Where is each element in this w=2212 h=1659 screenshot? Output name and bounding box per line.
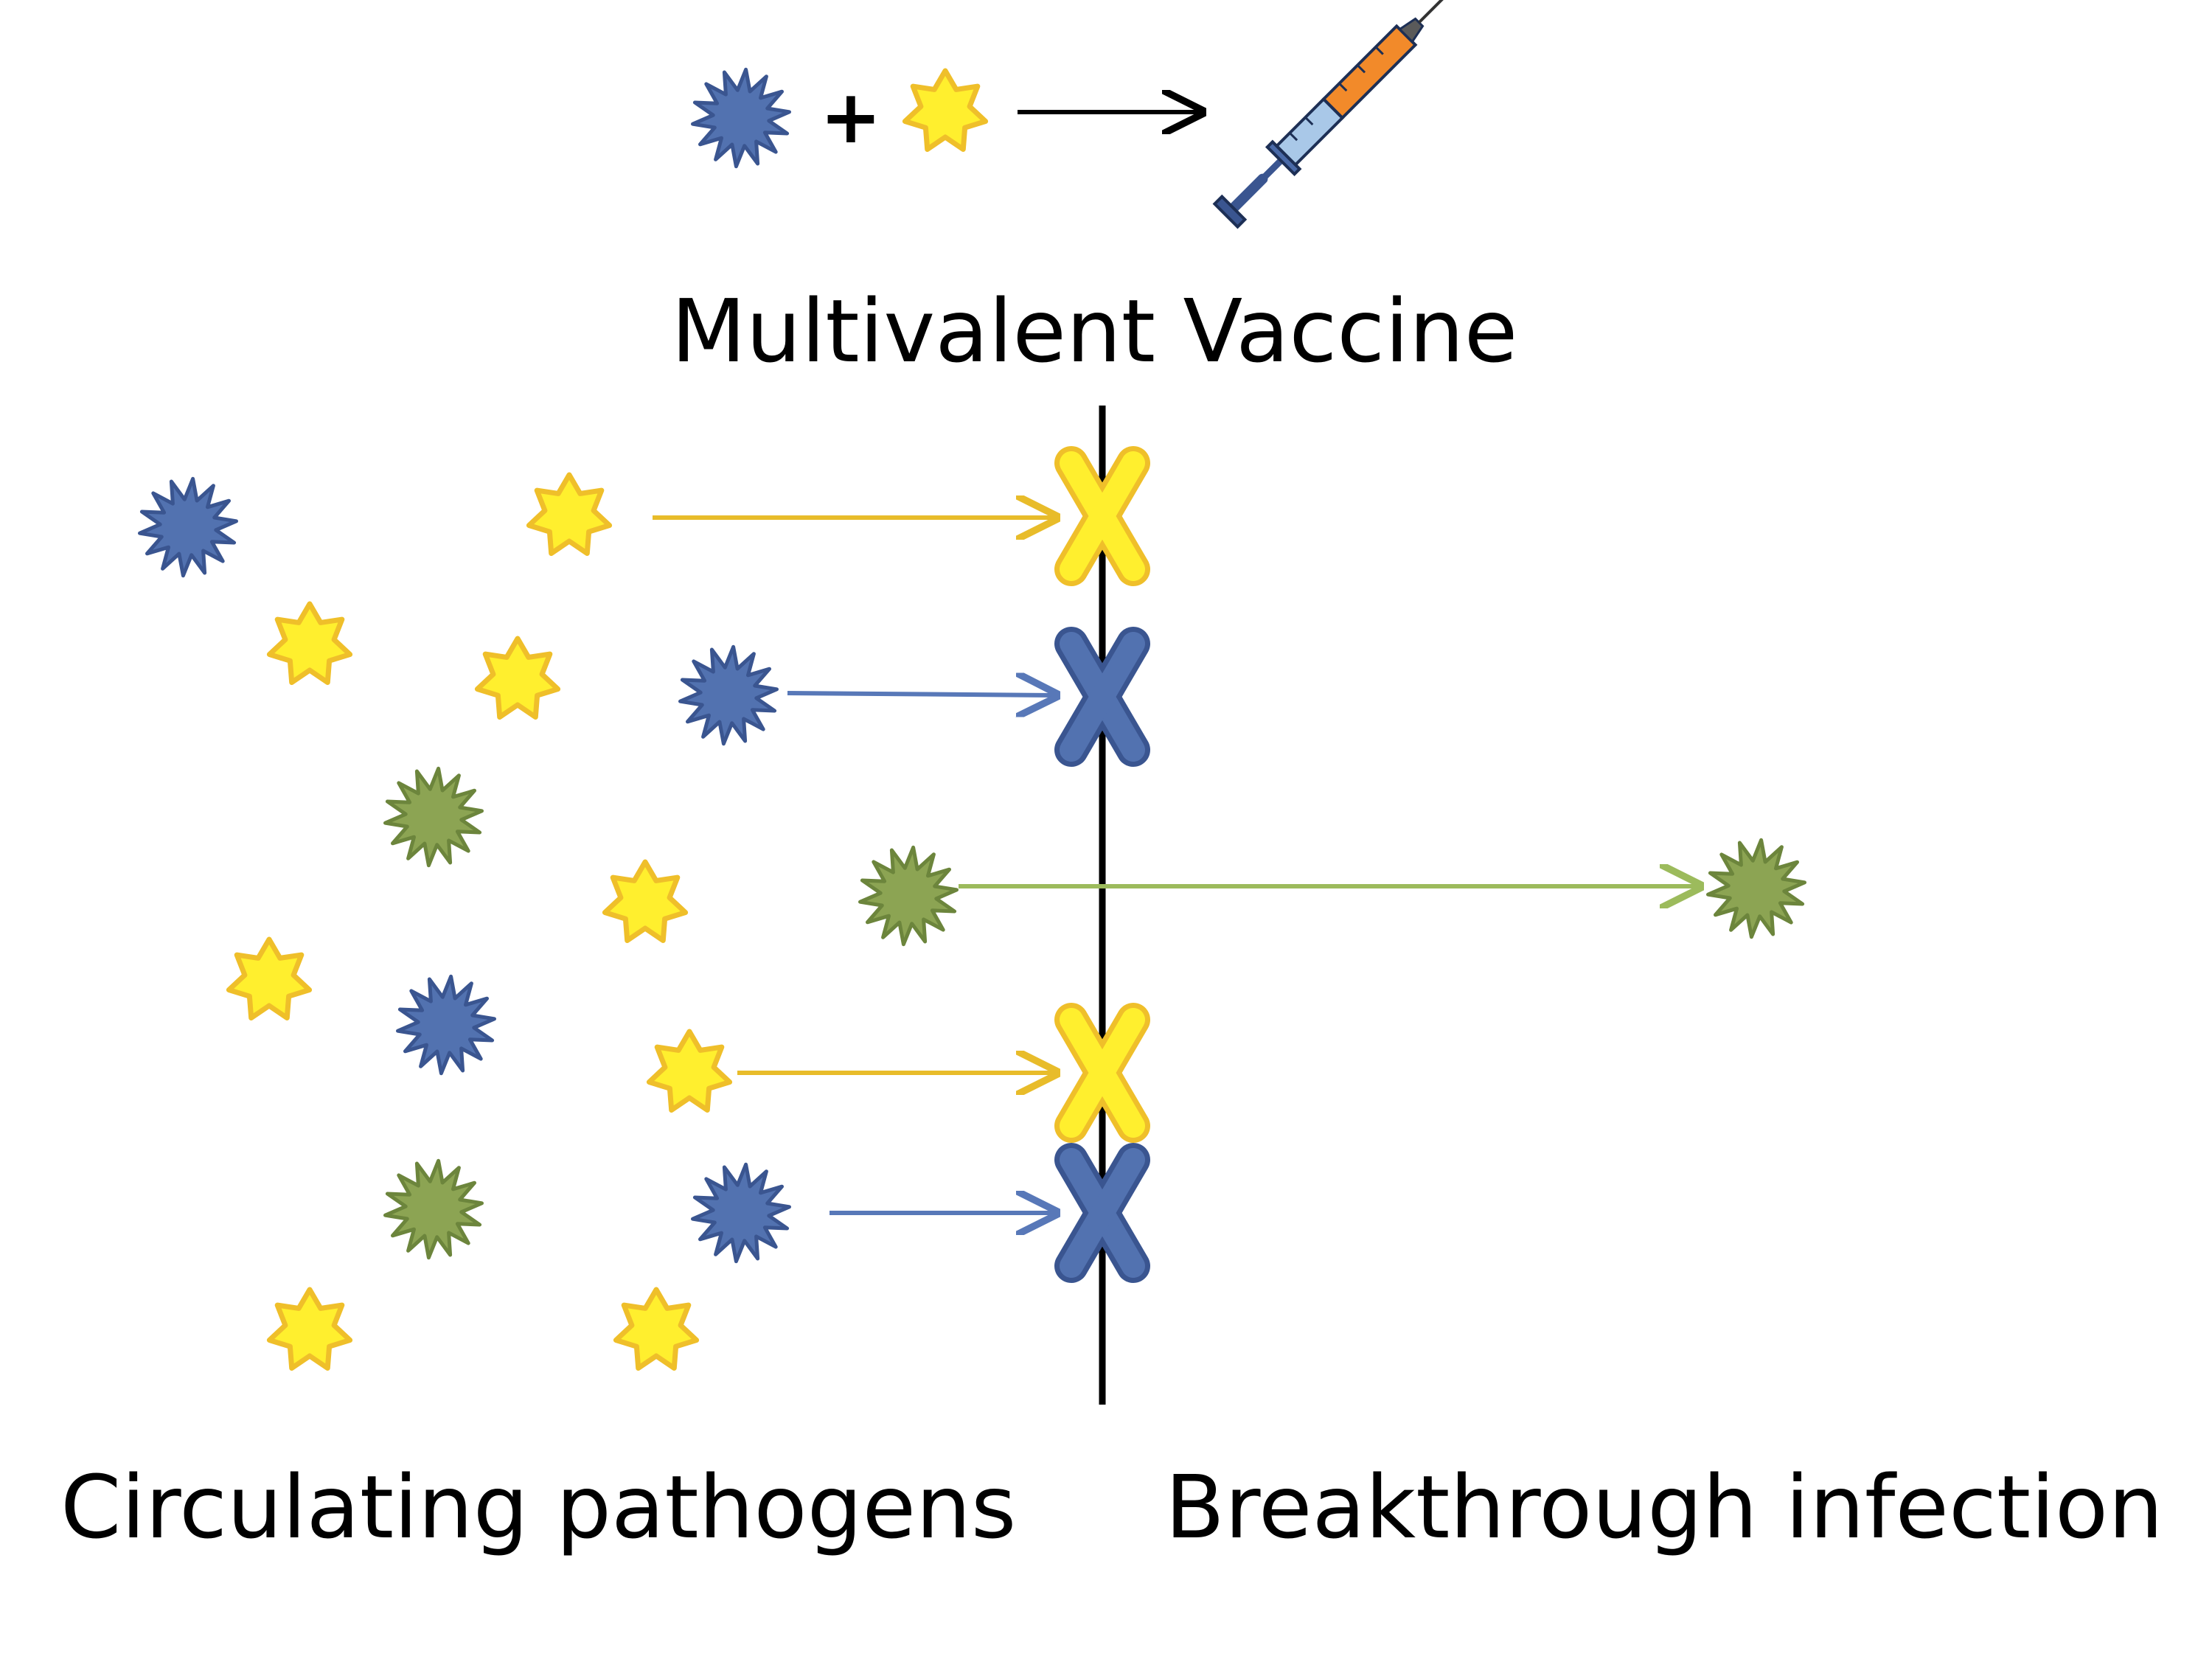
syringe-icon: [1212, 0, 1457, 229]
vaccine-yellow-component-icon: [902, 68, 989, 152]
circulating-yellow-pathogen-icon: [602, 859, 689, 943]
circulating-green-pathogen-icon: [858, 845, 959, 947]
breakthrough-infection-caption: Breakthrough infection: [1165, 1456, 2163, 1558]
blue-blocked-x-icon: [1054, 627, 1150, 767]
diagram-title: Multivalent Vaccine: [671, 280, 1518, 382]
circulating-yellow-pathogen-icon: [526, 472, 613, 556]
circulating-yellow-pathogen-icon: [266, 1287, 353, 1371]
circulating-blue-pathogen-icon: [678, 644, 779, 746]
circulating-blue-pathogen-icon: [396, 974, 496, 1076]
vaccine-blue-component-icon: [691, 67, 791, 169]
circulating-yellow-pathogen-icon: [613, 1287, 700, 1371]
circulating-yellow-pathogen-icon: [646, 1029, 733, 1113]
blue-blocked-arrow: [787, 693, 1056, 695]
circulating-pathogens-caption: Circulating pathogens: [60, 1456, 1017, 1558]
green-breakthrough-pathogen-icon: [1706, 838, 1806, 939]
yellow-blocked-x-icon: [1054, 1003, 1150, 1143]
circulating-green-pathogen-icon: [383, 1158, 484, 1260]
yellow-blocked-x-icon: [1054, 446, 1150, 586]
circulating-green-pathogen-icon: [383, 766, 484, 868]
circulating-yellow-pathogen-icon: [266, 601, 353, 685]
circulating-yellow-pathogen-icon: [226, 936, 313, 1020]
circulating-blue-pathogen-icon: [138, 476, 238, 578]
circulating-yellow-pathogen-icon: [474, 636, 561, 720]
blue-blocked-x-icon: [1054, 1143, 1150, 1283]
circulating-blue-pathogen-icon: [691, 1162, 791, 1264]
plus-sign: +: [820, 74, 882, 160]
